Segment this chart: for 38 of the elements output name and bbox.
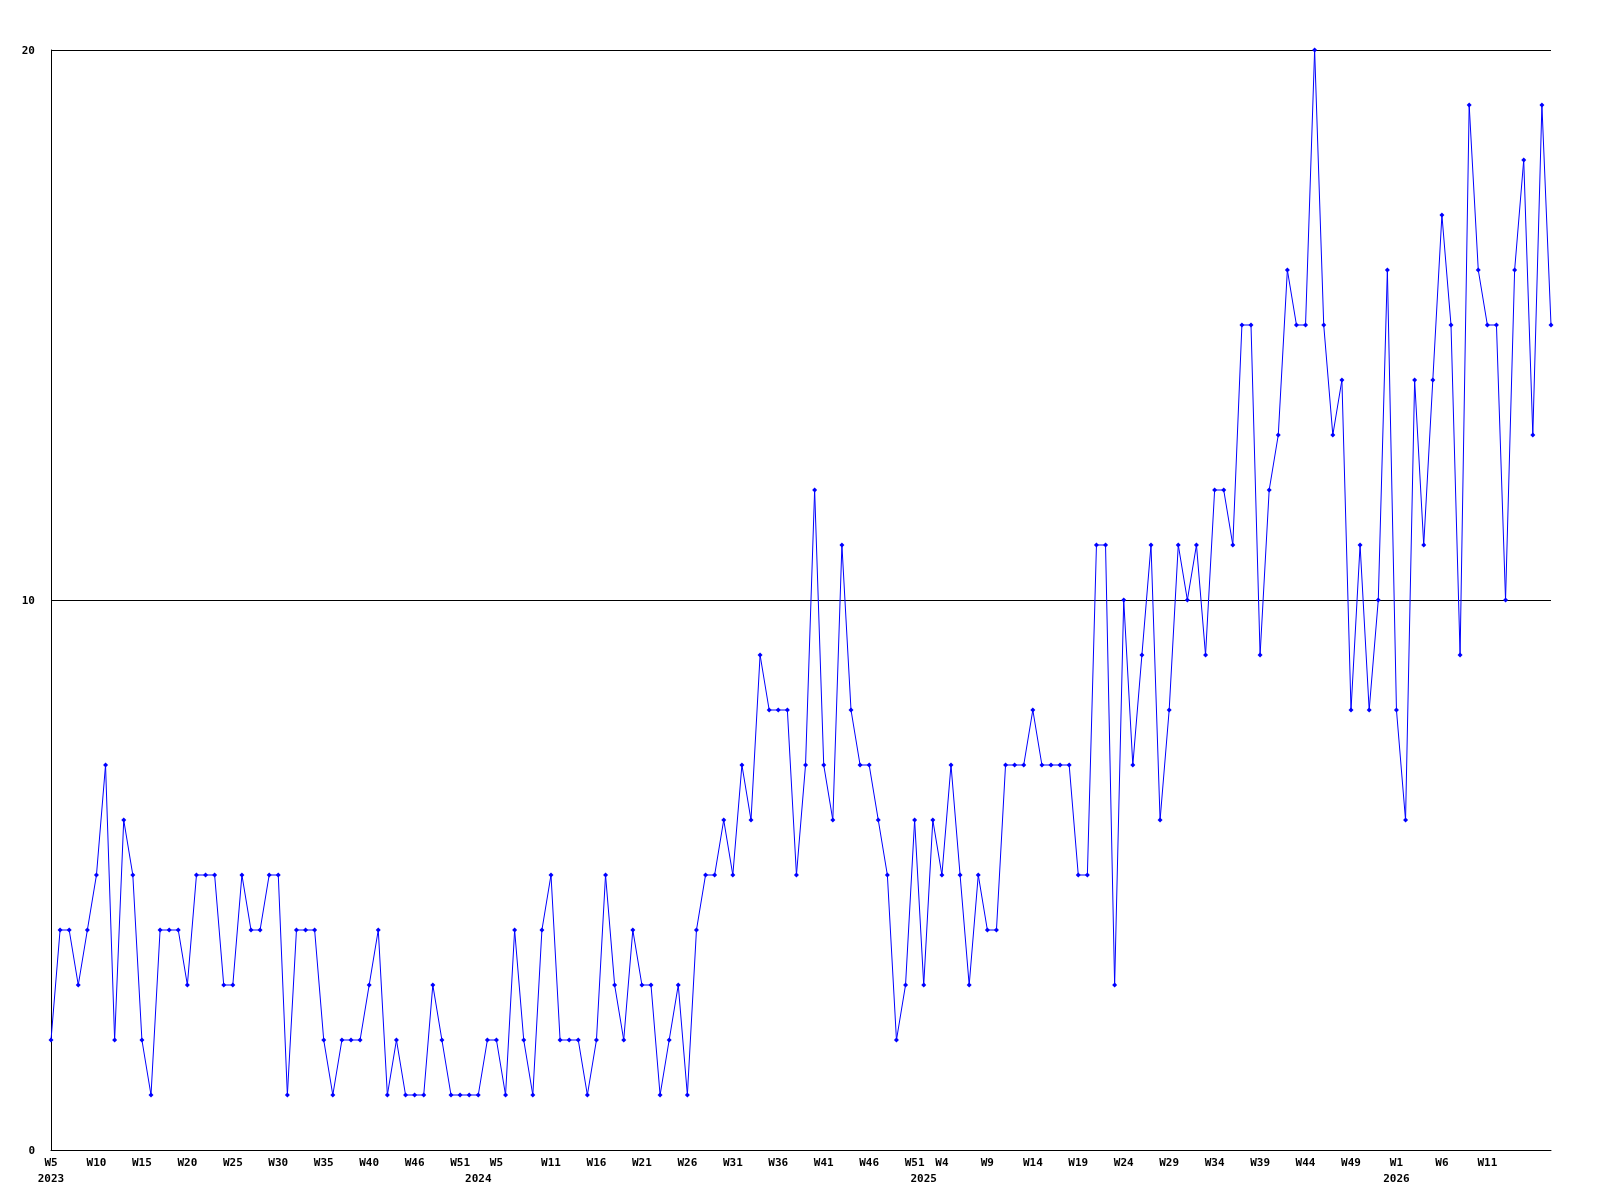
x-tick-label: W46 [859,1155,880,1169]
x-tick-label: W51 [450,1155,471,1169]
x-tick-label: W15 [131,1155,152,1169]
x-tick-label: W30 [268,1155,289,1169]
x-tick-label: W41 [813,1155,835,1169]
x-tick-label: W4 [935,1155,949,1169]
x-tick-label: 2025 [910,1171,937,1185]
y-tick-label: 10 [21,593,35,607]
x-tick-label: W16 [586,1155,607,1169]
x-tick-label: W11 [1477,1155,1498,1169]
x-tick-label: W11 [541,1155,562,1169]
x-tick-label: W40 [359,1155,380,1169]
x-tick-label: W46 [404,1155,425,1169]
x-tick-label: W5 2023 [37,1155,65,1185]
x-tick-label: W34 [1204,1155,1225,1169]
x-tick-label: W20 [177,1155,198,1169]
x-tick-label: W26 [677,1155,698,1169]
x-tick-label: W29 [1159,1155,1180,1169]
x-tick-label: W5 [489,1155,504,1169]
x-tick-label: W10 [86,1155,107,1169]
x-tick-label: W14 [1022,1155,1044,1169]
x-tick-label: 2024 [465,1171,492,1185]
x-tick-label: W21 [631,1155,653,1169]
x-tick-label: W36 [768,1155,789,1169]
x-tick-label: W35 [313,1155,334,1169]
x-tick-label: W31 [722,1155,744,1169]
x-tick-label: W44 [1295,1155,1316,1169]
x-tick-label: W39 [1250,1155,1271,1169]
y-tick-label: 20 [21,43,35,57]
x-tick-label: W6 [1435,1155,1449,1169]
x-tick-label: W24 [1113,1155,1135,1169]
y-tick-label: 0 [28,1143,35,1157]
x-tick-label: W25 [222,1155,243,1169]
x-tick-label: W19 [1068,1155,1089,1169]
x-tick-label: W1 2026 [1383,1155,1411,1185]
x-tick-label: W49 [1341,1155,1361,1169]
x-tick-label: W51 [904,1155,925,1169]
x-tick-label: W9 [980,1155,994,1169]
